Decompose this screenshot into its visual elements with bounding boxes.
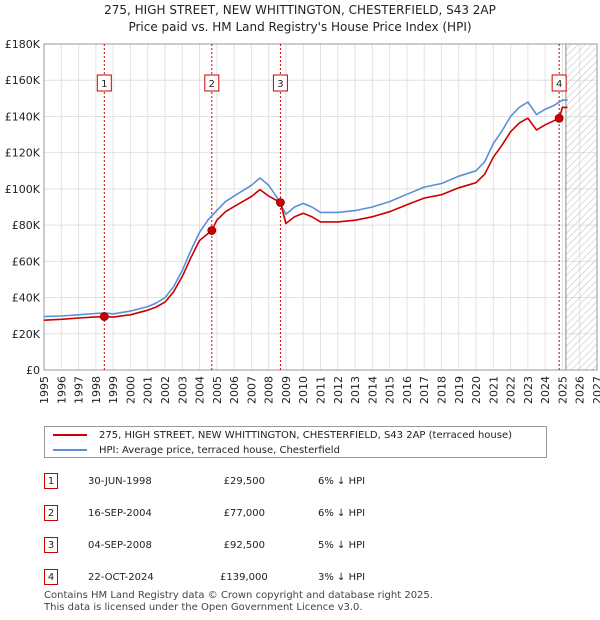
y-tick-label: £180K: [5, 38, 41, 51]
x-tick-label: 2023: [522, 376, 535, 404]
sale-badge: 1: [44, 473, 58, 489]
x-tick-label: 2006: [228, 376, 241, 404]
sale-point-4: [554, 113, 564, 123]
sale-date: 16-SEP-2004: [88, 508, 152, 519]
sale-price: £29,500: [223, 476, 265, 487]
sale-date: 30-JUN-1998: [88, 476, 152, 487]
x-tick-label: 2022: [505, 376, 518, 404]
y-tick-label: £0: [26, 364, 40, 377]
y-tick-label: £80K: [12, 219, 41, 232]
x-tick-label: 2010: [297, 376, 310, 404]
x-tick-label: 2014: [366, 376, 379, 404]
x-tick-label: 1999: [107, 376, 120, 404]
price-chart: £0 £20K £40K £60K £80K £100K £120K £140K £160K £1…: [5, 38, 600, 404]
sale-price: £77,000: [223, 508, 265, 519]
y-tick-label: £40K: [12, 292, 41, 305]
sale-price: £139,000: [220, 572, 268, 583]
sale-label-box-4: [551, 74, 567, 92]
sale-point-3: [276, 198, 285, 207]
legend-property-swatch: [53, 434, 87, 436]
sale-price: £92,500: [223, 540, 265, 551]
sale-label-2: 2: [209, 79, 215, 90]
x-tick-label: 2027: [591, 376, 600, 404]
sale-point-1: [99, 312, 109, 321]
future-hatch-region: [565, 44, 597, 370]
legend-hpi-label: HPI: Average price, terraced house, Ches…: [99, 445, 340, 456]
footer-line-1: Contains HM Land Registry data © Crown c…: [44, 590, 433, 601]
sale-hpi-diff: 6% ↓ HPI: [318, 476, 366, 487]
footer: Contains HM Land Registry data © Crown c…: [44, 590, 433, 614]
sale-label-4: 4: [556, 79, 562, 90]
legend-hpi-swatch: [53, 449, 87, 451]
title-line-1: 275, HIGH STREET, NEW WHITTINGTON, CHEST…: [104, 3, 496, 17]
sale-badge: 4: [44, 569, 58, 585]
x-tick-label: 1997: [73, 376, 86, 404]
x-tick-label: 2012: [332, 376, 345, 404]
property-line: [43, 106, 568, 321]
sale-badge: 2: [44, 505, 58, 521]
sale-hpi-diff: 3% ↓ HPI: [318, 572, 366, 583]
sale-date: 22-OCT-2024: [88, 572, 154, 583]
sale-label-box-1: [96, 74, 112, 92]
sale-label-1: 1: [101, 79, 107, 90]
x-tick-label: 2021: [487, 376, 500, 404]
y-tick-label: £160K: [5, 74, 41, 87]
plot-border: [43, 43, 598, 371]
y-tick-label: £100K: [5, 183, 41, 196]
sale-point-2: [207, 226, 217, 235]
x-tick-label: 2018: [435, 376, 448, 404]
x-tick-label: 2011: [315, 376, 328, 404]
sale-label-box-2: [204, 74, 220, 92]
x-tick-label: 2026: [574, 376, 587, 404]
y-tick-label: £20K: [12, 328, 41, 341]
x-tick-label: 2013: [349, 376, 362, 404]
x-tick-label: 2004: [194, 376, 207, 404]
legend-property-label: 275, HIGH STREET, NEW WHITTINGTON, CHEST…: [99, 430, 513, 441]
x-tick-label: 2008: [263, 376, 276, 404]
footer-line-2: This data is licensed under the Open Gov…: [44, 602, 363, 613]
y-tick-label: £60K: [12, 255, 41, 268]
x-tick-label: 2009: [280, 376, 293, 404]
x-tick-label: 2002: [159, 376, 172, 404]
sale-date: 04-SEP-2008: [88, 540, 152, 551]
sale-badge: 3: [44, 537, 58, 553]
x-tick-label: 2007: [245, 376, 258, 404]
sale-label-box-3: [272, 74, 288, 92]
x-tick-label: 2017: [418, 376, 431, 404]
chart-title: 275, HIGH STREET, NEW WHITTINGTON, CHEST…: [0, 2, 600, 36]
x-tick-label: 2025: [556, 376, 569, 404]
title-line-2: Price paid vs. HM Land Registry's House …: [128, 20, 472, 34]
x-tick-label: 1995: [38, 376, 51, 404]
table-row: 4 22-OCT-2024 £139,000 3% ↓ HPI: [0, 568, 600, 588]
x-tick-label: 2001: [142, 376, 155, 404]
table-row: 2 16-SEP-2004 £77,000 6% ↓ HPI: [0, 504, 600, 524]
x-tick-label: 2003: [176, 376, 189, 404]
x-tick-label: 1998: [90, 376, 103, 404]
table-row: 3 04-SEP-2008 £92,500 5% ↓ HPI: [0, 536, 600, 556]
y-tick-label: £120K: [5, 147, 41, 160]
hpi-line: [43, 99, 568, 318]
x-tick-label: 2020: [470, 376, 483, 404]
sale-hpi-diff: 6% ↓ HPI: [318, 508, 366, 519]
x-tick-label: 2005: [211, 376, 224, 404]
x-tick-label: 1996: [55, 376, 68, 404]
x-tick-label: 2024: [539, 376, 552, 404]
x-tick-label: 2019: [453, 376, 466, 404]
legend: 275, HIGH STREET, NEW WHITTINGTON, CHEST…: [44, 426, 547, 458]
sale-label-3: 3: [277, 79, 283, 90]
x-tick-label: 2015: [384, 376, 397, 404]
x-tick-label: 2016: [401, 376, 414, 404]
y-tick-label: £140K: [5, 110, 41, 123]
x-tick-label: 2000: [124, 376, 137, 404]
sale-hpi-diff: 5% ↓ HPI: [318, 540, 366, 551]
legend-item-property: 275, HIGH STREET, NEW WHITTINGTON, CHEST…: [53, 428, 512, 443]
table-row: 1 30-JUN-1998 £29,500 6% ↓ HPI: [0, 472, 600, 492]
legend-item-hpi: HPI: Average price, terraced house, Ches…: [53, 443, 340, 458]
